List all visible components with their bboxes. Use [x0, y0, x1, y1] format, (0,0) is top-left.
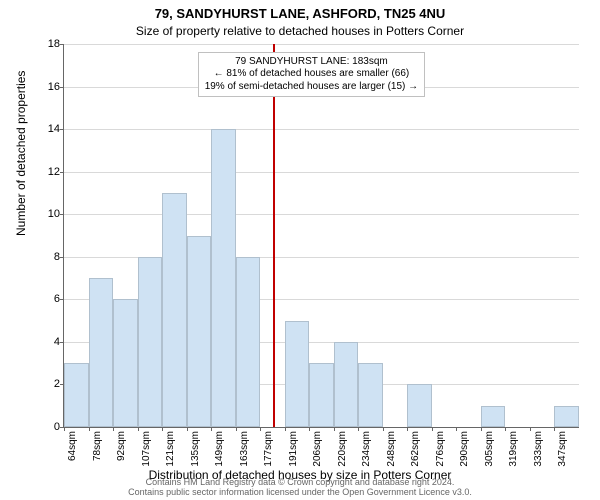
xtick-label: 290sqm — [459, 431, 470, 467]
histogram-bar — [285, 321, 310, 427]
annotation-line: 19% of semi-detached houses are larger (… — [205, 81, 418, 94]
ytick-label: 18 — [40, 38, 60, 50]
xtick-label: 347sqm — [557, 431, 568, 467]
xtick-label: 191sqm — [288, 431, 299, 467]
footer-attribution: Contains HM Land Registry data © Crown c… — [0, 478, 600, 498]
footer-line-2: Contains public sector information licen… — [0, 488, 600, 498]
xtick-label: 262sqm — [410, 431, 421, 467]
ytick-mark — [60, 129, 64, 130]
xtick-label: 163sqm — [239, 431, 250, 467]
histogram-bar — [358, 363, 383, 427]
xtick-label: 333sqm — [533, 431, 544, 467]
histogram-bar — [187, 236, 212, 428]
ytick-label: 16 — [40, 81, 60, 93]
xtick-mark — [260, 427, 261, 431]
gridline — [64, 214, 579, 215]
ytick-mark — [60, 257, 64, 258]
ytick-mark — [60, 172, 64, 173]
ytick-mark — [60, 87, 64, 88]
xtick-mark — [236, 427, 237, 431]
histogram-bar — [89, 278, 114, 427]
subject-marker-line — [273, 44, 275, 427]
xtick-mark — [285, 427, 286, 431]
xtick-label: 135sqm — [190, 431, 201, 467]
xtick-label: 149sqm — [214, 431, 225, 467]
xtick-mark — [309, 427, 310, 431]
ytick-label: 14 — [40, 123, 60, 135]
xtick-mark — [481, 427, 482, 431]
ytick-mark — [60, 214, 64, 215]
ytick-mark — [60, 299, 64, 300]
xtick-label: 220sqm — [337, 431, 348, 467]
chart-title: 79, SANDYHURST LANE, ASHFORD, TN25 4NU — [0, 6, 600, 21]
xtick-mark — [211, 427, 212, 431]
xtick-mark — [89, 427, 90, 431]
xtick-mark — [187, 427, 188, 431]
chart-subtitle: Size of property relative to detached ho… — [0, 24, 600, 38]
histogram-bar — [309, 363, 334, 427]
histogram-bar — [64, 363, 89, 427]
plot-area: 02468101214161864sqm78sqm92sqm107sqm121s… — [63, 44, 579, 428]
histogram-bar — [481, 406, 506, 427]
histogram-bar — [334, 342, 359, 427]
ytick-mark — [60, 342, 64, 343]
histogram-bar — [113, 299, 138, 427]
gridline — [64, 172, 579, 173]
ytick-mark — [60, 44, 64, 45]
xtick-label: 276sqm — [435, 431, 446, 467]
xtick-label: 92sqm — [116, 431, 127, 461]
ytick-label: 6 — [40, 293, 60, 305]
histogram-bar — [407, 384, 432, 427]
xtick-label: 177sqm — [263, 431, 274, 467]
gridline — [64, 129, 579, 130]
ytick-label: 4 — [40, 336, 60, 348]
annotation-box: 79 SANDYHURST LANE: 183sqm← 81% of detac… — [198, 52, 425, 98]
ytick-label: 12 — [40, 166, 60, 178]
xtick-mark — [530, 427, 531, 431]
ytick-label: 8 — [40, 251, 60, 263]
histogram-bar — [554, 406, 579, 427]
histogram-bar — [138, 257, 163, 427]
xtick-label: 78sqm — [92, 431, 103, 461]
xtick-mark — [162, 427, 163, 431]
xtick-label: 64sqm — [67, 431, 78, 461]
xtick-label: 107sqm — [141, 431, 152, 467]
xtick-label: 248sqm — [386, 431, 397, 467]
xtick-mark — [505, 427, 506, 431]
histogram-bar — [236, 257, 261, 427]
annotation-line: 79 SANDYHURST LANE: 183sqm — [205, 56, 418, 69]
xtick-label: 206sqm — [312, 431, 323, 467]
xtick-mark — [456, 427, 457, 431]
histogram-bar — [162, 193, 187, 427]
ytick-label: 0 — [40, 421, 60, 433]
chart-container: { "title": "79, SANDYHURST LANE, ASHFORD… — [0, 0, 600, 500]
xtick-mark — [383, 427, 384, 431]
xtick-mark — [113, 427, 114, 431]
xtick-mark — [432, 427, 433, 431]
ytick-label: 10 — [40, 208, 60, 220]
histogram-bar — [211, 129, 236, 427]
xtick-label: 305sqm — [484, 431, 495, 467]
gridline — [64, 44, 579, 45]
xtick-mark — [64, 427, 65, 431]
xtick-mark — [407, 427, 408, 431]
xtick-label: 319sqm — [508, 431, 519, 467]
annotation-line: ← 81% of detached houses are smaller (66… — [205, 68, 418, 81]
y-axis-label: Number of detached properties — [14, 71, 28, 236]
xtick-mark — [334, 427, 335, 431]
xtick-mark — [358, 427, 359, 431]
xtick-mark — [138, 427, 139, 431]
xtick-label: 234sqm — [361, 431, 372, 467]
xtick-mark — [554, 427, 555, 431]
ytick-label: 2 — [40, 378, 60, 390]
xtick-label: 121sqm — [165, 431, 176, 467]
